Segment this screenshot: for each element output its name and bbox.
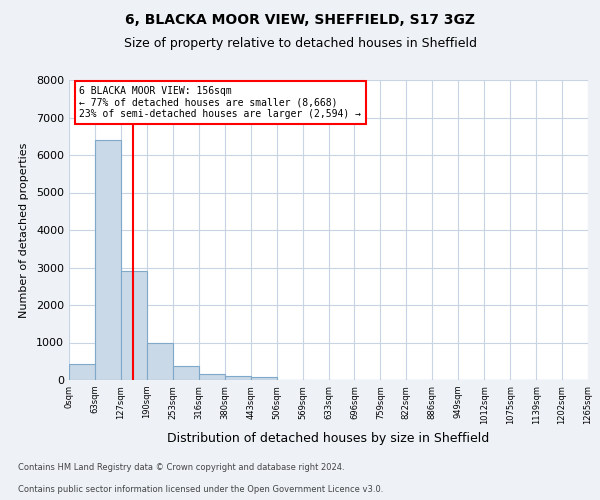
Text: 6 BLACKA MOOR VIEW: 156sqm
← 77% of detached houses are smaller (8,668)
23% of s: 6 BLACKA MOOR VIEW: 156sqm ← 77% of deta… xyxy=(79,86,361,119)
Text: Contains HM Land Registry data © Crown copyright and database right 2024.: Contains HM Land Registry data © Crown c… xyxy=(18,464,344,472)
X-axis label: Distribution of detached houses by size in Sheffield: Distribution of detached houses by size … xyxy=(167,432,490,445)
Text: 6, BLACKA MOOR VIEW, SHEFFIELD, S17 3GZ: 6, BLACKA MOOR VIEW, SHEFFIELD, S17 3GZ xyxy=(125,12,475,26)
Bar xyxy=(95,140,121,380)
Text: Contains public sector information licensed under the Open Government Licence v3: Contains public sector information licen… xyxy=(18,485,383,494)
Y-axis label: Number of detached properties: Number of detached properties xyxy=(19,142,29,318)
Bar xyxy=(199,374,224,380)
Bar xyxy=(173,366,199,380)
Bar xyxy=(69,364,95,380)
Bar xyxy=(121,271,147,380)
Bar xyxy=(225,376,251,380)
Text: Size of property relative to detached houses in Sheffield: Size of property relative to detached ho… xyxy=(124,38,476,51)
Bar xyxy=(147,342,173,380)
Bar xyxy=(251,378,277,380)
